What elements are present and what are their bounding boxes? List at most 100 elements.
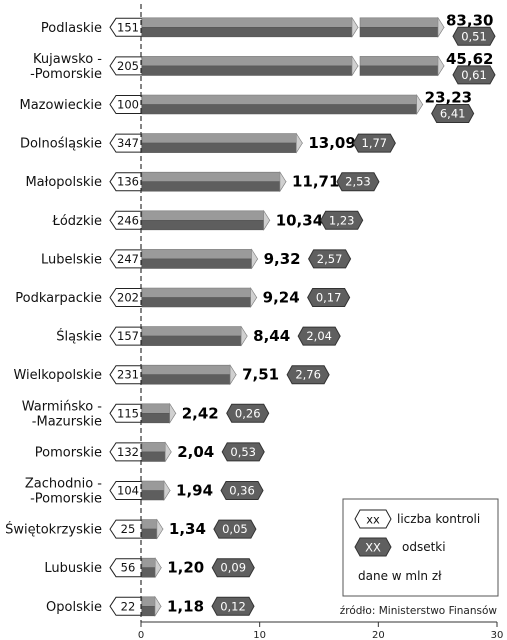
bar-tip [417, 95, 423, 114]
inspections-count: 157 [117, 329, 139, 343]
x-tick-label: 10 [253, 630, 266, 640]
legend-interest-label: odsetki [402, 540, 446, 554]
interest-value: 1,23 [329, 213, 355, 227]
region-label: Mazowieckie [20, 98, 103, 113]
value-label: 1,20 [167, 559, 204, 577]
inspections-count: 205 [117, 59, 139, 73]
interest-value: 0,12 [220, 599, 246, 613]
bar-row: Świętokrzyskie 25 1,34 0,05 [5, 520, 256, 539]
value-label: 8,44 [253, 327, 290, 345]
region-label: Podkarpackie [15, 291, 102, 306]
value-label: 23,23 [425, 89, 472, 107]
interest-value: 0,09 [220, 561, 246, 575]
bar-bottom [142, 259, 258, 269]
bar-segment-1-bottom [142, 27, 358, 37]
bar-tip [252, 249, 258, 268]
bar-row: Lubuskie 56 1,20 0,09 [44, 558, 254, 577]
value-label: 45,62 [446, 50, 493, 68]
value-label: 13,09 [308, 134, 355, 152]
bar-bottom [142, 298, 257, 308]
inspections-count: 132 [117, 445, 139, 459]
bar-row: Podlaskie 151 83,300,51 [41, 11, 495, 45]
x-tick-label: 20 [372, 630, 385, 640]
legend-interest-badge-text: XX [365, 541, 381, 555]
bar-tip [155, 597, 161, 616]
bar-top [142, 95, 423, 105]
bar-bottom [142, 105, 423, 115]
bar-tip [155, 558, 161, 577]
inspections-count: 25 [121, 522, 136, 536]
bar-row: Zachodnio --Pomorskie 104 1,94 0,36 [25, 477, 263, 507]
value-label: 7,51 [242, 366, 279, 384]
interest-value: 2,76 [295, 368, 321, 382]
interest-value: 0,61 [461, 68, 487, 82]
source-note: źródło: Ministerstwo Finansów [340, 605, 498, 617]
interest-value: 0,51 [461, 29, 487, 43]
bar-tip [164, 481, 170, 500]
value-label: 1,34 [169, 520, 206, 538]
bar-segment-1-bottom [142, 66, 358, 76]
region-label: Małopolskie [25, 175, 102, 190]
region-label: Opolskie [46, 600, 102, 615]
region-label: Lubuskie [44, 561, 102, 576]
bar-row: Dolnośląskie 347 13,09 1,77 [20, 134, 395, 153]
x-tick-label: 30 [491, 630, 504, 640]
bar-row: Wielkopolskie 231 7,51 2,76 [13, 365, 329, 384]
bar-bottom [142, 143, 302, 153]
bar-top [142, 327, 247, 337]
bar-segment-1-tip [352, 56, 358, 75]
bar-tip [170, 404, 176, 423]
bar-segment-2-top [360, 18, 444, 28]
region-label: Kujawsko - [33, 52, 102, 67]
value-label: 2,42 [182, 404, 219, 422]
inspections-count: 347 [117, 136, 139, 150]
bar-segment-2-bottom [360, 66, 444, 76]
region-label: Warmińsko - [22, 399, 103, 414]
bar-tip [165, 442, 171, 461]
bar-top [142, 288, 257, 298]
region-label: Łódzkie [52, 214, 102, 229]
inspections-count: 104 [117, 484, 139, 498]
bar-tip [157, 520, 163, 539]
inspections-count: 247 [117, 252, 139, 266]
bar-bottom [142, 220, 270, 230]
interest-value: 6,41 [440, 107, 466, 121]
value-label: 2,04 [177, 443, 214, 461]
bar-top [142, 134, 302, 144]
legend-inspections-label: liczba kontroli [397, 512, 480, 526]
interest-value: 0,53 [230, 445, 256, 459]
interest-value: 0,36 [229, 484, 255, 498]
value-label: 9,32 [264, 250, 301, 268]
region-label: -Pomorskie [30, 67, 102, 82]
region-label: Wielkopolskie [13, 368, 102, 383]
inspections-count: 246 [117, 213, 139, 227]
region-label: -Pomorskie [30, 492, 102, 507]
bar-segment-1-top [142, 18, 358, 28]
bar-top [142, 211, 270, 221]
bar-tip [251, 288, 257, 307]
bar-segment-2-tip [438, 56, 444, 75]
value-label: 9,24 [263, 289, 300, 307]
inspections-count: 202 [117, 291, 139, 305]
bar-row: Małopolskie 136 11,71 2,53 [25, 172, 379, 191]
inspections-count: 136 [117, 175, 139, 189]
x-tick-label: 0 [138, 630, 144, 640]
bar-row: Warmińsko --Mazurskie 115 2,42 0,26 [22, 399, 269, 429]
inspections-count: 151 [117, 20, 139, 34]
bar-bottom [142, 375, 236, 385]
bar-tip [280, 172, 286, 191]
bar-row: Łódzkie 246 10,34 1,23 [52, 211, 363, 230]
interest-value: 2,53 [345, 175, 371, 189]
interest-value: 0,17 [316, 291, 342, 305]
region-label: -Mazurskie [32, 414, 102, 429]
bar-segment-1-tip [352, 18, 358, 37]
bar-tip [230, 365, 236, 384]
region-label: Świętokrzyskie [5, 522, 102, 538]
bar-segment-2-tip [438, 18, 444, 37]
region-label: Śląskie [56, 329, 102, 345]
bar-row: Mazowieckie 100 23,236,41 [20, 89, 474, 123]
value-label: 11,71 [292, 173, 339, 191]
bar-tip [296, 134, 302, 153]
bar-segment-1-top [142, 56, 358, 66]
bar-row: Lubelskie 247 9,32 2,57 [41, 249, 351, 268]
